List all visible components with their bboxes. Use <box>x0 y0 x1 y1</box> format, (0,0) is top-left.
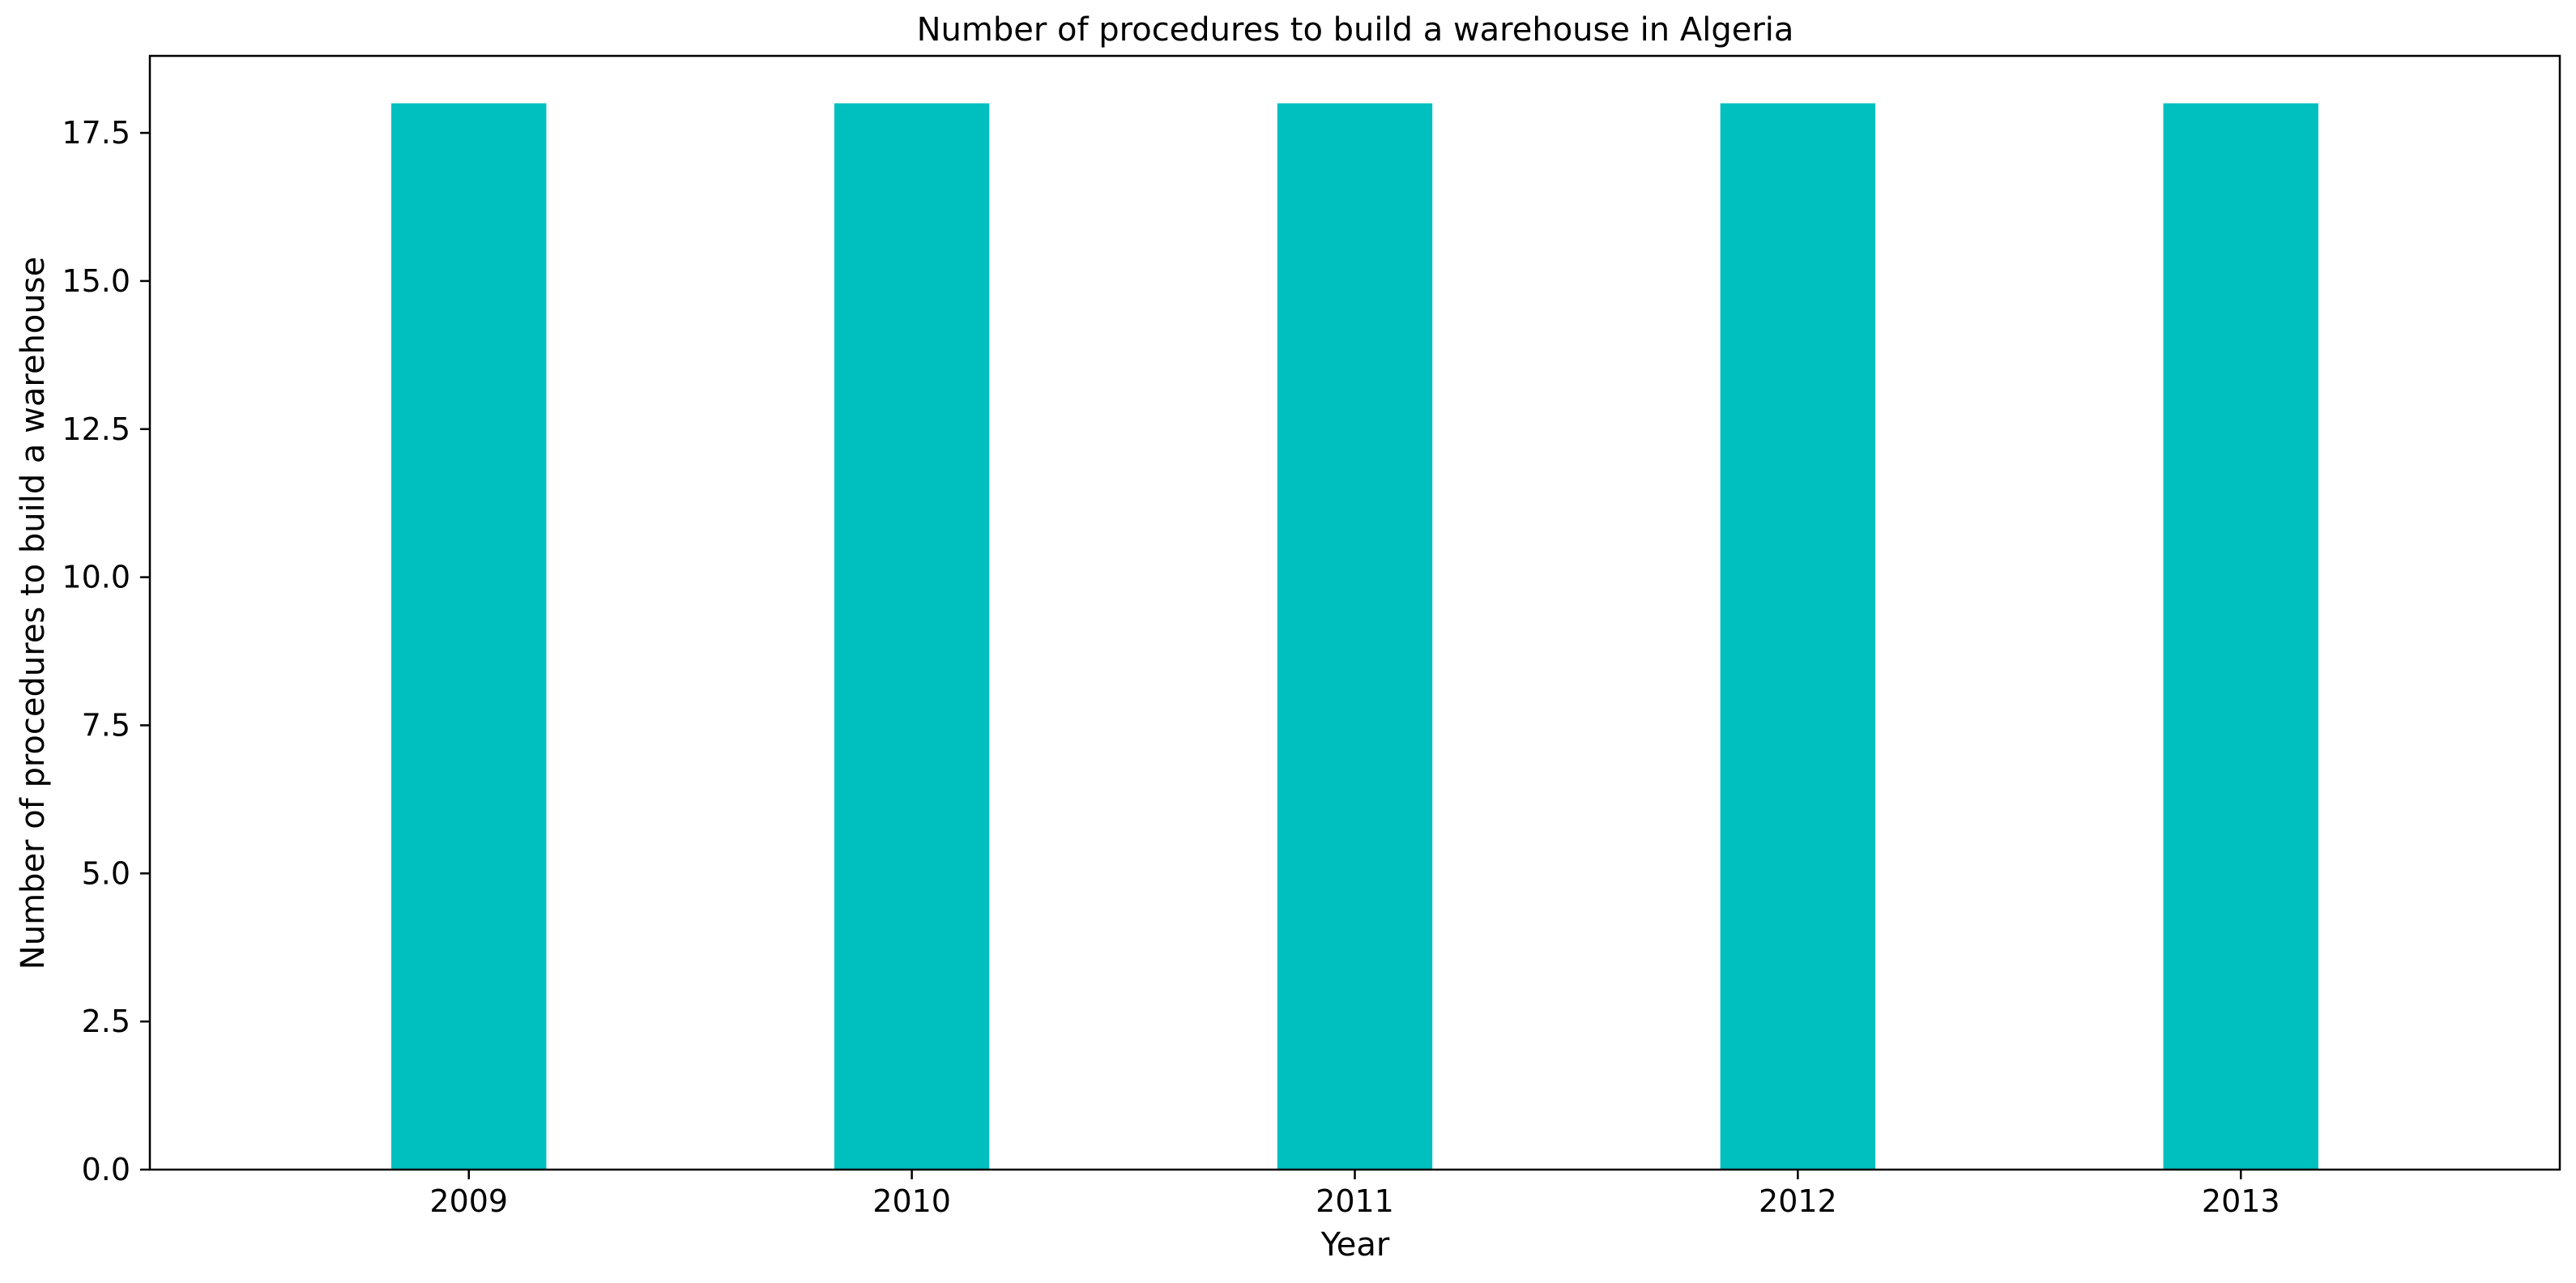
bar-2013 <box>2163 103 2318 1170</box>
y-tick-label-6: 15.0 <box>62 263 130 299</box>
y-tick-label-4: 10.0 <box>62 560 130 595</box>
bar-2009 <box>391 103 547 1170</box>
bar-2010 <box>834 103 990 1170</box>
x-tick-label-2013: 2013 <box>2202 1183 2280 1219</box>
x-tick-label-2011: 2011 <box>1316 1183 1394 1219</box>
y-tick-label-0: 0.0 <box>82 1152 130 1187</box>
x-tick-label-2012: 2012 <box>1759 1183 1837 1219</box>
bar-2012 <box>1720 103 1876 1170</box>
y-tick-label-5: 12.5 <box>62 411 130 447</box>
y-axis-label: Number of procedures to build a warehous… <box>15 257 52 970</box>
chart-title: Number of procedures to build a warehous… <box>917 11 1794 49</box>
y-tick-label-1: 2.5 <box>82 1004 130 1039</box>
x-axis-ticks: 2009 2010 2011 2012 2013 <box>429 1170 2280 1219</box>
y-tick-label-3: 7.5 <box>82 707 130 743</box>
bars-group <box>391 103 2318 1170</box>
plot-area-frame <box>148 54 2561 1171</box>
y-axis-ticks: 0.0 2.5 5.0 7.5 10.0 12.5 15.0 17.5 <box>62 115 150 1187</box>
bar-2011 <box>1277 103 1433 1170</box>
y-tick-label-2: 5.0 <box>82 855 130 891</box>
x-axis-label: Year <box>1320 1226 1390 1264</box>
x-tick-label-2009: 2009 <box>429 1183 508 1219</box>
y-tick-label-7: 17.5 <box>62 115 130 151</box>
x-tick-label-2010: 2010 <box>872 1183 951 1219</box>
